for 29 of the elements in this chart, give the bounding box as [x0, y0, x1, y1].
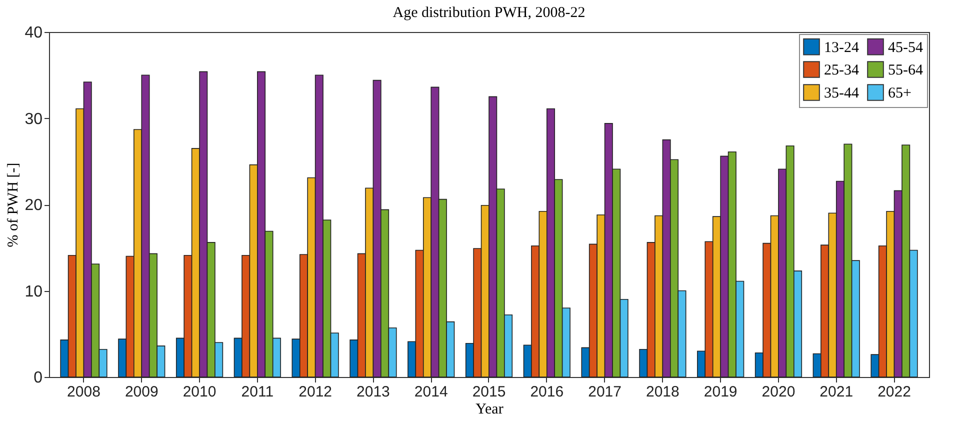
chart-title: Age distribution PWH, 2008-22 — [392, 5, 586, 21]
x-tick-label: 2021 — [820, 384, 854, 400]
y-tick-label: 20 — [24, 197, 43, 214]
y-axis-title: % of PWH [-] — [6, 162, 22, 248]
y-tick-label: 40 — [24, 24, 43, 42]
x-tick-label: 2011 — [241, 384, 274, 400]
x-tick-label: 2014 — [414, 384, 448, 400]
x-tick-label: 2017 — [588, 384, 622, 400]
legend-label: 45-54 — [888, 40, 924, 56]
x-tick-label: 2019 — [704, 384, 738, 400]
y-tick-label: 30 — [24, 110, 43, 128]
legend-label: 35-44 — [824, 86, 860, 102]
x-tick-label: 2008 — [67, 384, 100, 400]
x-tick-label: 2016 — [530, 384, 564, 400]
x-tick-label: 2020 — [762, 384, 796, 400]
x-tick-label: 2012 — [298, 384, 332, 400]
legend-label: 55-64 — [888, 62, 924, 78]
x-tick-label: 2009 — [124, 384, 158, 400]
x-tick-label: 2010 — [182, 384, 216, 400]
x-tick-label: 2022 — [878, 384, 911, 400]
x-tick-label: 2018 — [646, 384, 680, 400]
x-axis-title: Year — [476, 402, 504, 418]
x-tick-label: 2015 — [472, 384, 506, 400]
x-tick-label: 2013 — [356, 384, 390, 400]
y-tick-label: 10 — [24, 283, 43, 300]
legend-label: 25-34 — [824, 62, 860, 78]
legend-label: 13-24 — [824, 40, 860, 56]
y-tick-label: 0 — [34, 370, 43, 386]
legend-label: 65+ — [888, 86, 912, 102]
